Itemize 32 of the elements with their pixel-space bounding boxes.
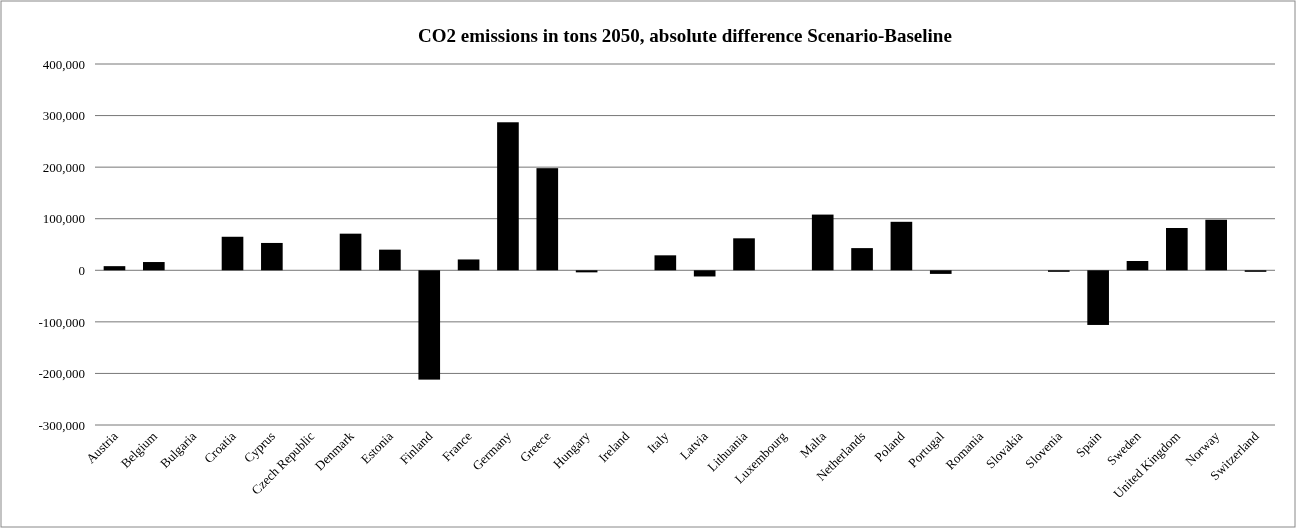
bar — [733, 238, 755, 271]
y-tick-label: 0 — [78, 262, 85, 278]
y-tick-label: 400,000 — [42, 56, 85, 72]
x-tick-label: Italy — [643, 428, 672, 456]
bar — [1205, 219, 1227, 271]
bar — [457, 259, 480, 271]
bar — [497, 122, 519, 271]
y-tick-label: -200,000 — [38, 366, 85, 382]
y-tick-label: -100,000 — [38, 314, 85, 330]
bar — [418, 270, 441, 380]
bar — [929, 270, 952, 274]
y-tick-label: -300,000 — [38, 417, 85, 433]
bar — [851, 248, 873, 271]
bar — [221, 236, 244, 271]
bar — [693, 270, 716, 277]
bar — [339, 233, 362, 271]
bar — [890, 221, 913, 271]
bar — [379, 249, 401, 271]
y-tick-label: 200,000 — [42, 159, 85, 175]
bar — [654, 255, 677, 271]
y-tick-label: 100,000 — [42, 211, 85, 227]
bar — [1166, 228, 1188, 271]
bar — [811, 214, 834, 271]
bar — [261, 242, 283, 271]
bar — [536, 168, 559, 271]
bar — [1126, 261, 1149, 271]
bar — [1087, 270, 1109, 325]
y-tick-label: 300,000 — [42, 108, 85, 124]
chart-title: CO2 emissions in tons 2050, absolute difference Scenario-Baseline — [418, 25, 952, 46]
bar — [103, 266, 126, 271]
bar — [143, 262, 165, 271]
bar — [575, 270, 598, 273]
